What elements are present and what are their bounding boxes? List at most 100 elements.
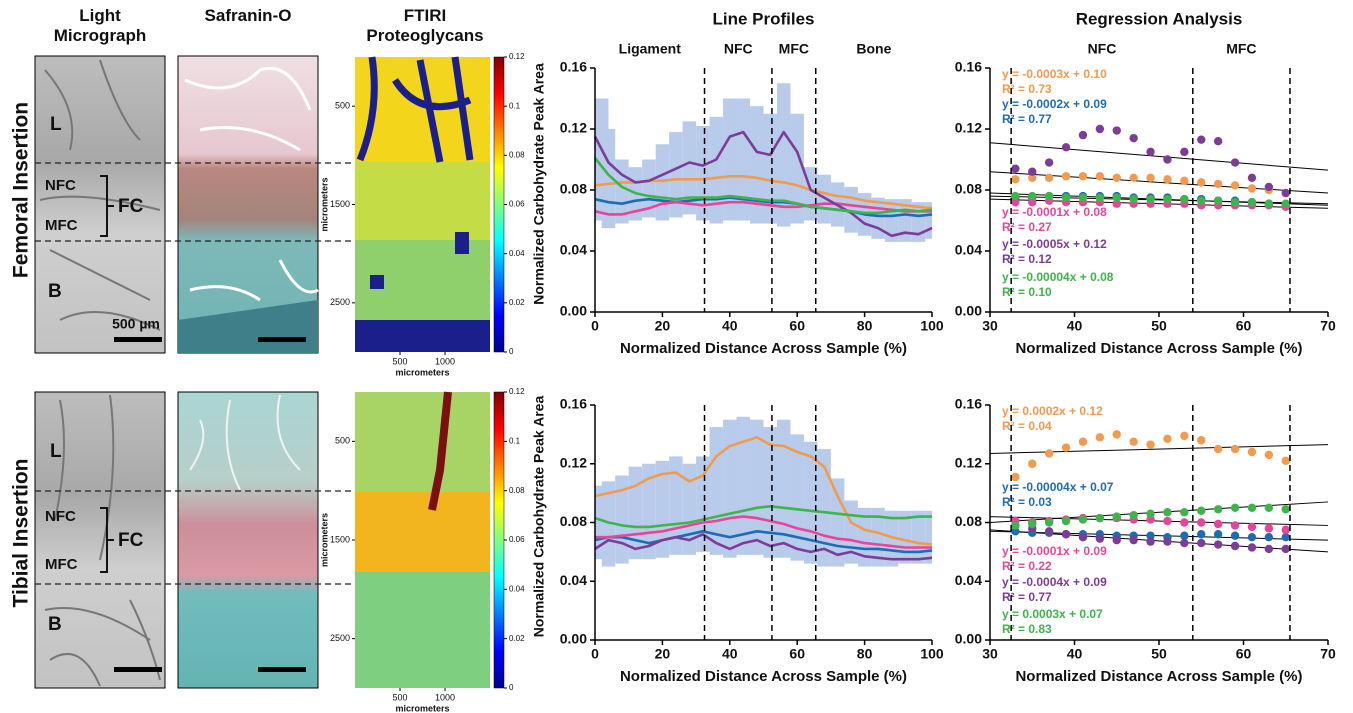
- light-micrograph: [34, 55, 166, 354]
- data-point: [1163, 508, 1172, 517]
- error-band: [696, 456, 710, 552]
- data-point: [1011, 527, 1020, 536]
- error-band: [655, 144, 670, 221]
- scale-bar: [114, 337, 162, 342]
- x-tick-label: 20: [655, 318, 671, 334]
- ftiri-region: [355, 492, 490, 572]
- data-point: [1247, 503, 1257, 513]
- data-point: [1061, 193, 1071, 202]
- profile-line: [593, 157, 933, 215]
- r2-label: R² = 0.77: [1002, 590, 1052, 604]
- colorbar: [493, 56, 505, 353]
- fit-line: [989, 142, 1329, 171]
- zone-label: FC: [118, 530, 144, 551]
- error-band: [642, 159, 656, 218]
- error-band: [682, 121, 697, 215]
- data-point: [1044, 158, 1054, 167]
- data-point: [1011, 521, 1020, 530]
- data-point: [1247, 198, 1257, 207]
- equation-label: y = -0.0005x + 0.12: [1002, 237, 1107, 251]
- error-band: [871, 507, 885, 567]
- y-tick-label: 0.04: [955, 242, 982, 258]
- data-point: [1180, 518, 1189, 527]
- y-tick-label: 500: [335, 436, 350, 446]
- fit-line: [989, 444, 1329, 454]
- x-axis-label: Normalized Distance Across Sample (%): [1015, 340, 1302, 357]
- data-point: [1028, 198, 1037, 207]
- zone-label: B: [48, 614, 62, 635]
- fit-line: [989, 195, 1329, 205]
- data-point: [1163, 516, 1172, 526]
- r2-label: R² = 0.22: [1002, 559, 1052, 573]
- region-label: NFC: [1088, 41, 1117, 57]
- region-label: Ligament: [619, 41, 682, 57]
- x-axis-label: Normalized Distance Across Sample (%): [620, 668, 907, 685]
- data-point: [1095, 433, 1105, 442]
- error-band: [682, 463, 697, 555]
- equation-label: y = -0.0001x + 0.08: [1002, 205, 1107, 219]
- data-point: [1078, 172, 1088, 181]
- error-band: [736, 416, 751, 555]
- region-label: MFC: [1226, 41, 1256, 57]
- data-point: [1247, 522, 1257, 532]
- colorbar-tick-label: 0.04: [509, 249, 525, 258]
- data-point: [1213, 530, 1223, 539]
- equation-label: y = -0.0001x + 0.09: [1002, 544, 1107, 558]
- fit-line: [989, 516, 1329, 526]
- data-point: [1129, 133, 1138, 143]
- x-tick-label: 60: [789, 646, 805, 662]
- x-tick-label: 100: [920, 318, 944, 334]
- data-point: [1264, 182, 1274, 192]
- data-point: [1146, 194, 1155, 204]
- data-point: [1112, 126, 1121, 135]
- axis-label: micrometers: [395, 703, 449, 713]
- data-point: [1264, 532, 1274, 542]
- scale-bar-label: 500 µm: [112, 316, 160, 332]
- r2-label: R² = 0.12: [1002, 252, 1052, 266]
- error-band: [709, 116, 724, 224]
- y-tick-label: 0.16: [560, 396, 587, 412]
- error-band: [669, 132, 683, 218]
- data-point: [1129, 437, 1138, 446]
- colorbar-tick-label: 0: [509, 347, 514, 356]
- data-point: [1197, 178, 1206, 187]
- error-band: [776, 419, 791, 558]
- data-point: [1044, 527, 1054, 536]
- data-point: [1180, 176, 1189, 186]
- data-point: [1281, 544, 1290, 554]
- zone-label: L: [50, 114, 62, 135]
- chart-title: Line Profiles: [712, 9, 814, 28]
- colorbar: [493, 391, 505, 689]
- data-point: [1095, 193, 1105, 202]
- zone-label: L: [50, 441, 62, 462]
- y-tick-label: 0.00: [955, 303, 982, 319]
- colorbar-tick-label: 0.08: [509, 486, 525, 495]
- y-tick-label: 0.12: [560, 120, 587, 136]
- data-point: [1230, 198, 1240, 207]
- data-point: [1230, 541, 1240, 551]
- error-band: [925, 510, 932, 564]
- texture: [44, 394, 161, 687]
- data-point: [1281, 199, 1290, 208]
- data-point: [1163, 194, 1172, 204]
- y-tick-label: 0.08: [955, 181, 982, 197]
- colorbar-tick-label: 0.08: [509, 150, 525, 159]
- data-point: [1061, 516, 1071, 526]
- data-point: [1281, 532, 1290, 542]
- profile-line: [594, 436, 933, 546]
- data-point: [1095, 172, 1105, 181]
- profile-line: [594, 200, 932, 216]
- data-point: [1078, 193, 1088, 202]
- data-point: [1044, 173, 1054, 182]
- error-band: [911, 510, 926, 564]
- data-point: [1230, 503, 1240, 513]
- region-label: NFC: [724, 41, 753, 57]
- axis-label: micrometers: [319, 513, 329, 567]
- x-tick-label: 500: [392, 692, 407, 702]
- data-point: [1146, 537, 1155, 546]
- y-tick-label: 0.16: [955, 59, 982, 75]
- r2-label: R² = 0.03: [1002, 495, 1052, 509]
- colorbar-tick-label: 0.1: [509, 436, 521, 445]
- data-point: [1247, 173, 1257, 182]
- x-tick-label: 50: [1151, 646, 1167, 662]
